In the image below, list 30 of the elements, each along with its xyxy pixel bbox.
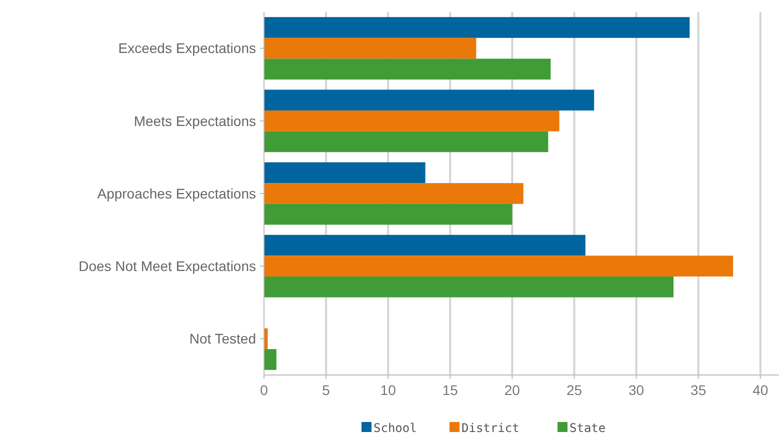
y-tick-label: Does Not Meet Expectations <box>78 258 256 274</box>
y-tick-label: Not Tested <box>189 330 256 347</box>
bar <box>264 90 594 110</box>
bar <box>264 131 548 152</box>
bar <box>264 234 586 256</box>
x-tick-label: 35 <box>690 382 706 398</box>
x-tick-label: 40 <box>752 382 768 398</box>
bar <box>264 349 276 370</box>
x-tick-label: 10 <box>380 382 396 398</box>
y-tick-label: Meets Expectations <box>134 112 256 129</box>
x-tick-label: 0 <box>260 382 268 398</box>
y-tick-label: Exceeds Expectations <box>118 40 256 56</box>
x-tick-label: 20 <box>504 382 520 398</box>
x-tick-label: 15 <box>442 382 458 398</box>
legend-label: State <box>570 421 606 435</box>
x-tick-label: 25 <box>566 382 582 398</box>
y-tick-label: Approaches Expectations <box>97 185 256 202</box>
legend-label: School <box>374 421 417 435</box>
bar <box>264 58 551 80</box>
bar <box>264 204 512 225</box>
bar <box>264 276 674 298</box>
legend-label: District <box>462 421 520 435</box>
x-tick-label: 30 <box>628 382 644 398</box>
bar <box>264 110 560 132</box>
bar <box>264 256 734 277</box>
bar <box>264 183 524 204</box>
bar <box>264 38 476 59</box>
x-tick-label: 5 <box>322 382 330 398</box>
bar <box>264 17 690 38</box>
bar <box>264 162 426 184</box>
